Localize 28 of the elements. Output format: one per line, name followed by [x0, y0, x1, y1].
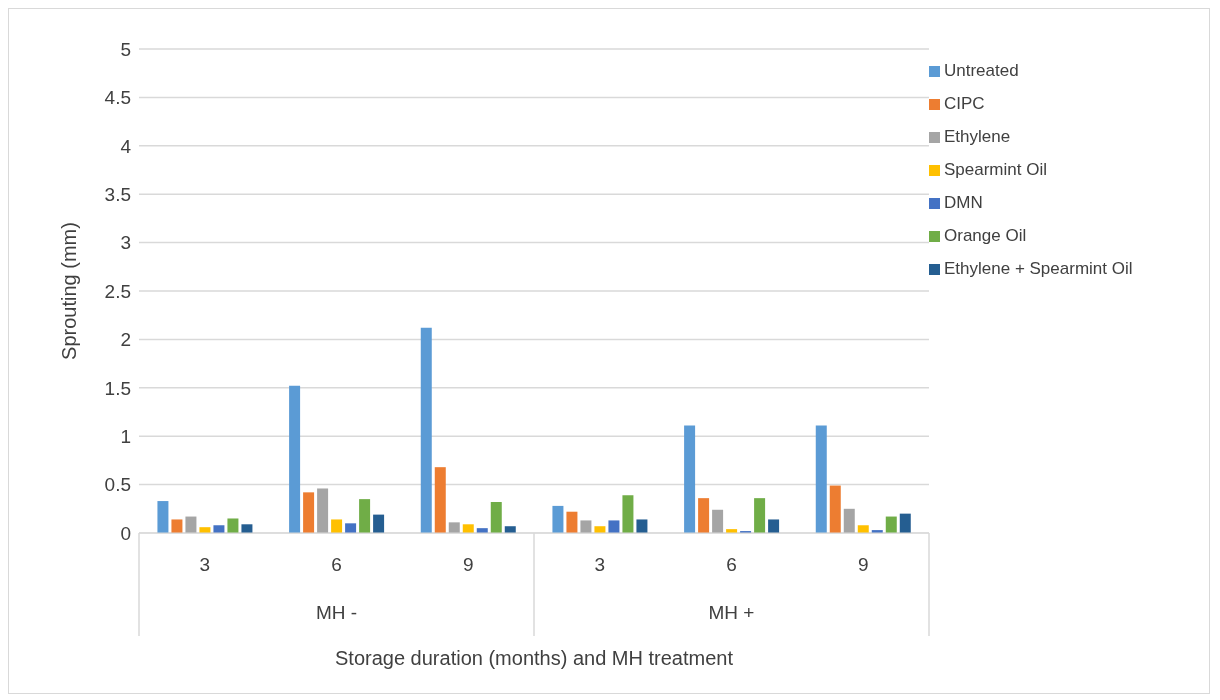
y-tick-label: 4	[120, 135, 132, 157]
y-tick-label: 0.5	[104, 474, 131, 496]
y-tick-label: 4.5	[104, 87, 131, 109]
x-tick-label: 9	[857, 554, 869, 575]
text: MH -	[315, 602, 358, 623]
y-tick-label: 0	[120, 522, 131, 544]
x-tick-label: 6	[331, 554, 342, 575]
y-tick-label: 2	[120, 329, 131, 351]
y-tick-label: 3	[120, 232, 131, 254]
legend-label: Untreated	[944, 61, 1019, 80]
x-tick-label: 6	[726, 554, 737, 575]
y-tick-label: 2.5	[104, 280, 131, 302]
y-tick-label: 1.5	[104, 377, 131, 399]
legend-label: Ethylene	[944, 127, 1011, 146]
y-tick-label: 1	[120, 425, 131, 447]
x-axis-title: Storage duration (months) and MH treatment	[335, 647, 734, 669]
legend-label: Orange Oil	[944, 226, 1027, 245]
y-tick-label: 3.5	[104, 183, 131, 205]
legend-label: CIPC	[944, 94, 985, 113]
legend-label: Spearmint Oil	[944, 160, 1047, 179]
legend-label: DMN	[944, 193, 983, 212]
x-tick-label: 3	[594, 554, 606, 575]
x-tick-label: 9	[462, 554, 474, 575]
x-tick-label: 3	[199, 554, 211, 575]
y-axis-title: Sprouting (mm)	[58, 222, 81, 360]
text: MH +	[708, 602, 755, 623]
legend-label: Ethylene + Spearmint Oil	[944, 259, 1133, 278]
y-tick-label: 5	[120, 38, 131, 60]
